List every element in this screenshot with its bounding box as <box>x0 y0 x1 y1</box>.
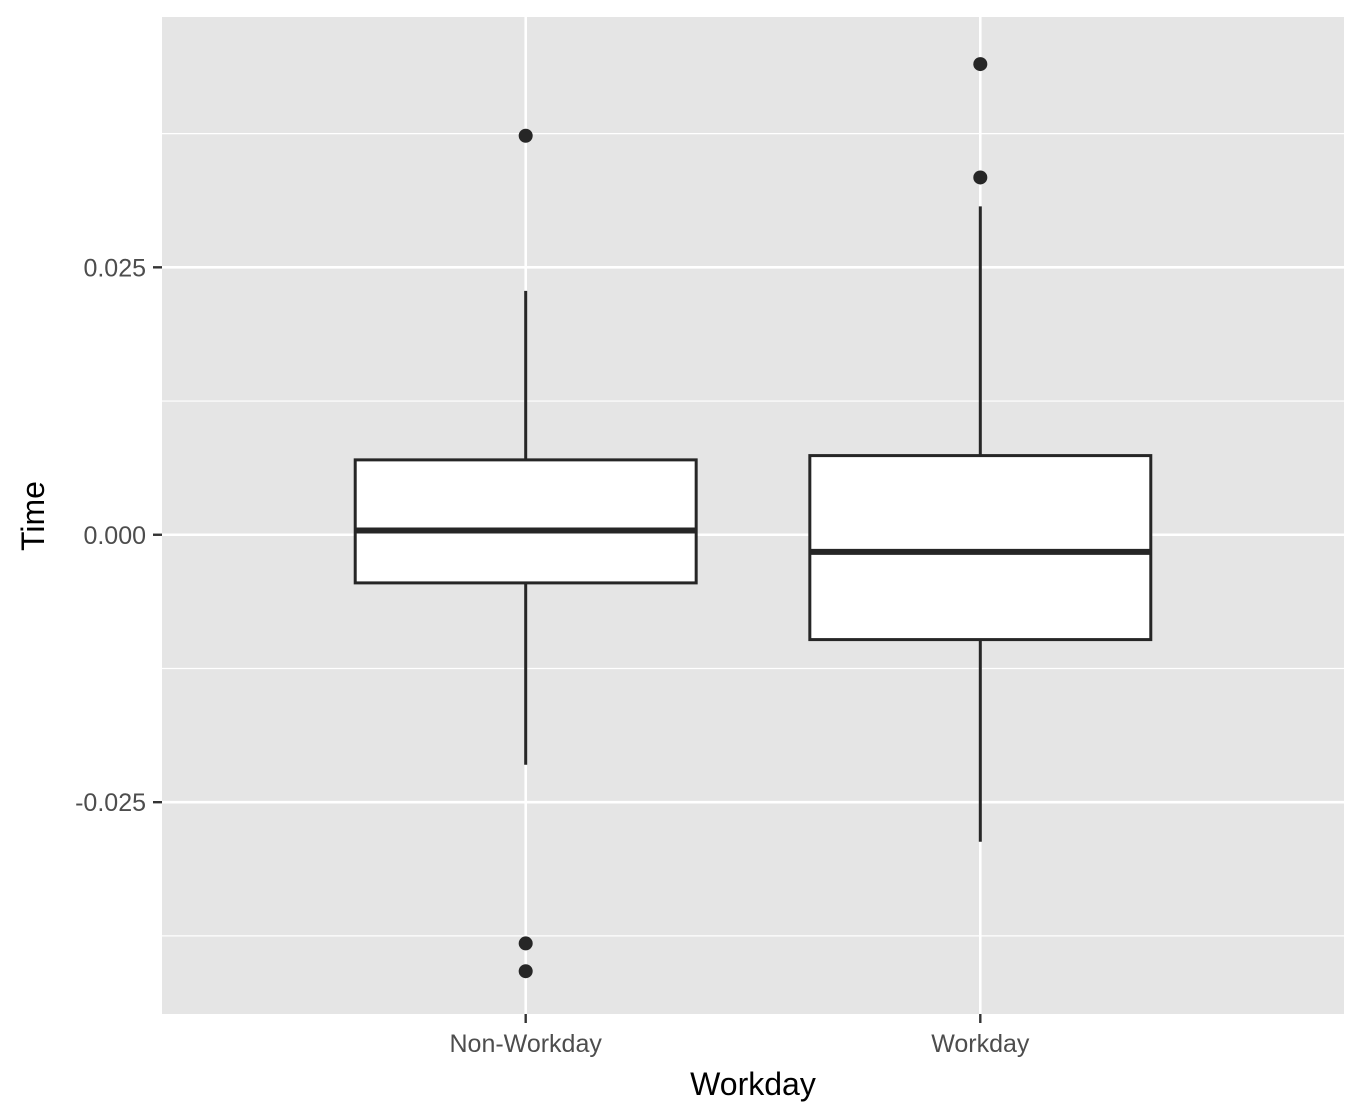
panel-background <box>162 17 1344 1014</box>
y-axis-title: Time <box>15 481 51 551</box>
x-axis-title: Workday <box>690 1066 816 1102</box>
minor-gridlines <box>162 133 1344 937</box>
x-tick-label: Non-Workday <box>450 1030 603 1058</box>
outlier-point <box>973 170 988 185</box>
axes-layer: -0.025 0.000 0.025 Non-Workday Workday <box>75 254 1030 1058</box>
boxes-layer <box>353 57 1153 979</box>
y-tick-label: 0.000 <box>83 522 146 550</box>
outlier-point <box>973 57 988 72</box>
outlier-point <box>518 128 533 143</box>
y-tick-label: 0.025 <box>83 254 146 282</box>
outlier-point <box>518 936 533 951</box>
y-tick-label: -0.025 <box>75 789 146 817</box>
box-iqr <box>808 454 1153 642</box>
outlier-point <box>518 964 533 979</box>
box-iqr <box>353 458 698 585</box>
x-tick-label: Workday <box>931 1030 1030 1058</box>
